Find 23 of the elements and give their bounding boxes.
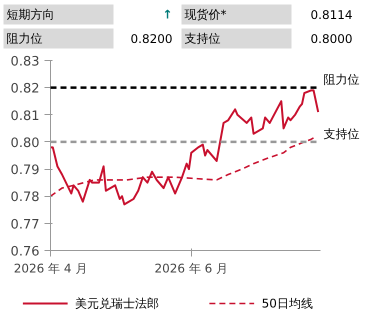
y-tick-label: 0.80	[10, 136, 40, 151]
legend-label: 50日均线	[262, 296, 313, 310]
text: ↑	[162, 8, 173, 22]
text: 短期方向	[6, 8, 54, 22]
x-tick-label: 2026 年 6 月	[154, 262, 228, 276]
text: 0.8200	[130, 32, 173, 46]
x-tick-label: 2026 年 4 月	[14, 262, 88, 276]
y-tick-label: 0.81	[10, 108, 40, 124]
y-tick-label: 0.76	[10, 244, 40, 260]
text: 0.8000	[310, 32, 353, 46]
text: 现货价*	[184, 8, 226, 22]
text: 阻力位	[6, 32, 42, 46]
y-tick-label: 0.77	[10, 217, 40, 232]
legend-label: 美元兑瑞士法郎	[75, 296, 160, 310]
ref-line-label: 支持位	[323, 126, 360, 141]
text: 0.8114	[310, 8, 353, 22]
line-series	[50, 89, 320, 206]
y-tick-label: 0.82	[10, 82, 40, 97]
y-tick-label: 0.83	[10, 54, 40, 70]
text: 支持位	[184, 32, 220, 46]
y-tick-label: 0.79	[10, 163, 40, 178]
ref-line-label: 阻力位	[323, 72, 360, 87]
y-tick-label: 0.78	[10, 190, 40, 206]
